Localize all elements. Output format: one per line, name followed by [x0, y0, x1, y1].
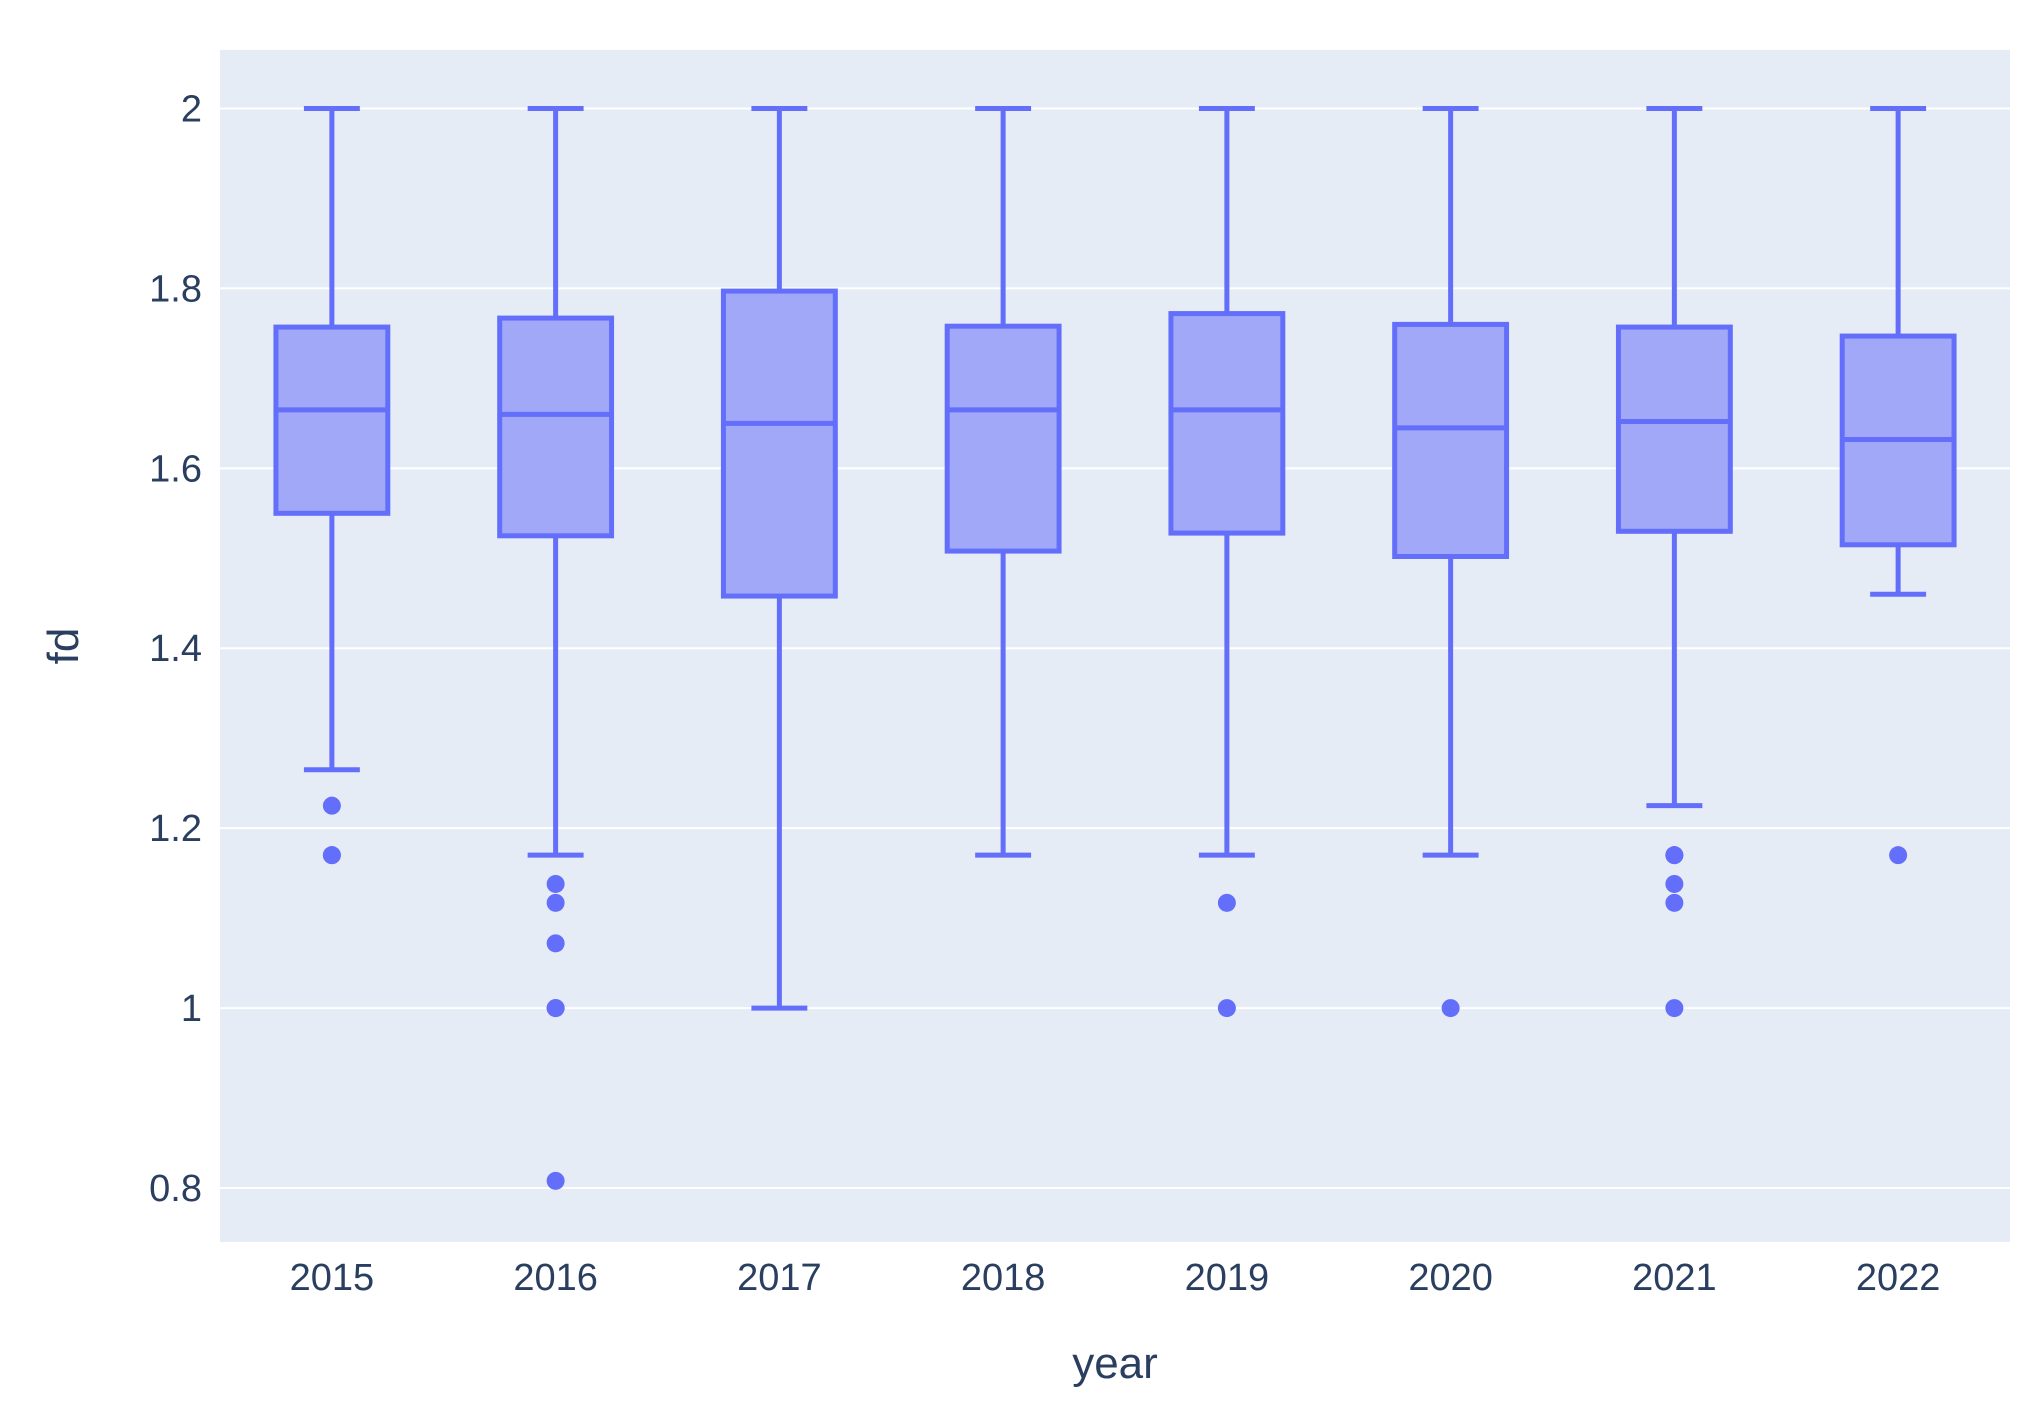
y-tick-label: 1.6: [149, 448, 202, 490]
x-axis-title: year: [1072, 1339, 1158, 1388]
x-tick-label: 2022: [1856, 1257, 1941, 1299]
x-tick-label: 2018: [961, 1257, 1046, 1299]
y-tick-label: 1: [181, 988, 202, 1030]
x-tick-label: 2015: [290, 1257, 375, 1299]
outlier-point: [1665, 846, 1684, 865]
box-group-2017: [720, 105, 838, 1011]
outlier-point: [322, 846, 341, 865]
box-group-2020: [1392, 105, 1510, 1018]
box-group-2022: [1839, 105, 1957, 865]
x-axis-ticks: 2015 2016 2017 2018 2019 2020 2021 2022: [290, 1257, 1941, 1299]
box-group-2018: [944, 105, 1062, 858]
box-iqr: [1168, 311, 1286, 536]
box-group-2019: [1168, 105, 1286, 1018]
box-iqr: [944, 323, 1062, 554]
box-group-2016: [497, 105, 615, 1190]
y-tick-label: 1.8: [149, 268, 202, 310]
box-iqr: [273, 324, 391, 516]
x-tick-label: 2019: [1185, 1257, 1270, 1299]
outlier-point: [1889, 846, 1908, 865]
boxes-layer: [273, 105, 1957, 1190]
x-tick-label: 2020: [1408, 1257, 1493, 1299]
outlier-point: [1217, 893, 1236, 912]
outlier-point: [1665, 893, 1684, 912]
outlier-point: [546, 874, 565, 893]
box-group-2021: [1615, 105, 1733, 1018]
x-tick-label: 2021: [1632, 1257, 1717, 1299]
plot-background: [220, 50, 2010, 1242]
y-axis-title: fd: [39, 628, 88, 665]
x-tick-label: 2016: [513, 1257, 598, 1299]
outlier-point: [546, 934, 565, 953]
y-tick-label: 1.4: [149, 628, 202, 670]
outlier-point: [1441, 999, 1460, 1018]
y-tick-label: 1.2: [149, 808, 202, 850]
outlier-point: [1665, 874, 1684, 893]
y-tick-label: 0.8: [149, 1168, 202, 1210]
outlier-point: [1665, 999, 1684, 1018]
box-iqr: [1615, 324, 1733, 534]
outlier-point: [546, 893, 565, 912]
y-axis-ticks: 0.8 1 1.2 1.4 1.6 1.8 2: [149, 88, 202, 1210]
outlier-point: [546, 1171, 565, 1190]
outlier-point: [1217, 999, 1236, 1018]
outlier-point: [546, 999, 565, 1018]
box-iqr: [1392, 321, 1510, 559]
box-iqr: [720, 288, 838, 599]
box-group-2015: [273, 105, 391, 865]
box-iqr: [497, 315, 615, 539]
outlier-point: [322, 796, 341, 815]
x-tick-label: 2017: [737, 1257, 822, 1299]
y-tick-label: 2: [181, 88, 202, 130]
